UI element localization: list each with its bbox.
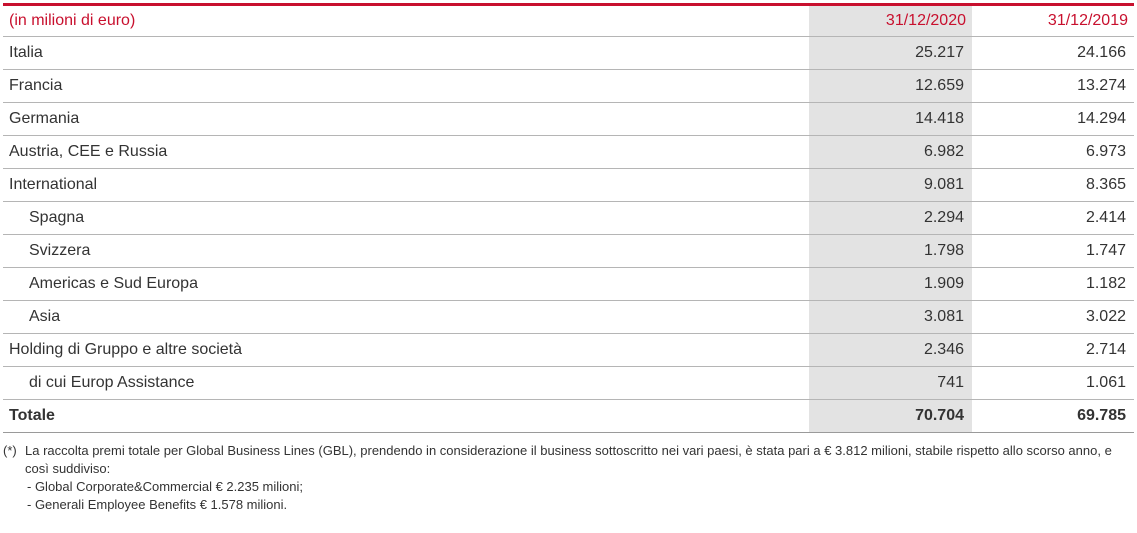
row-label: International (3, 168, 809, 202)
value-2020: 2.294 (809, 201, 972, 235)
row-label: Americas e Sud Europa (3, 267, 809, 301)
row-label: Spagna (3, 201, 809, 235)
value-2020: 25.217 (809, 36, 972, 70)
value-2020: 3.081 (809, 300, 972, 334)
footnote-item: - Global Corporate&Commercial € 2.235 mi… (27, 479, 304, 494)
value-2019: 1.182 (972, 267, 1134, 301)
value-2019: 13.274 (972, 69, 1134, 103)
value-2020: 6.982 (809, 135, 972, 169)
value-2020: 12.659 (809, 69, 972, 103)
row-label: Asia (3, 300, 809, 334)
report-page: (in milioni di euro) 31/12/2020 31/12/20… (3, 3, 1134, 514)
row-label: Svizzera (3, 234, 809, 268)
value-2019: 14.294 (972, 102, 1134, 136)
table-row: Holding di Gruppo e altre società 2.346 2.… (3, 333, 1134, 367)
table-row: Americas e Sud Europa 1.909 1.182 (3, 267, 1134, 301)
value-2019: 69.785 (972, 399, 1134, 433)
row-label: Francia (3, 69, 809, 103)
footnote-body: La raccolta premi totale per Global Busi… (25, 442, 1134, 514)
table-row: Asia 3.081 3.022 (3, 300, 1134, 334)
value-2019: 1.061 (972, 366, 1134, 400)
value-2020: 14.418 (809, 102, 972, 136)
table-row: Italia 25.217 24.166 (3, 36, 1134, 70)
footnote-text: La raccolta premi totale per Global Busi… (25, 443, 1112, 476)
footnote-item: - Generali Employee Benefits € 1.578 mil… (27, 497, 288, 512)
row-label: di cui Europ Assistance (3, 366, 809, 400)
premiums-by-country-table: (in milioni di euro) 31/12/2020 31/12/20… (3, 3, 1134, 433)
table-row: Francia 12.659 13.274 (3, 69, 1134, 103)
row-label: Germania (3, 102, 809, 136)
row-label: Totale (3, 399, 809, 433)
value-2019: 8.365 (972, 168, 1134, 202)
column-header-2020: 31/12/2020 (809, 4, 972, 37)
footnote: (*) La raccolta premi totale per Global … (3, 442, 1134, 514)
table-body: Italia 25.217 24.166 Francia 12.659 13.274 Ger… (3, 36, 1134, 433)
value-2019: 2.414 (972, 201, 1134, 235)
value-2019: 6.973 (972, 135, 1134, 169)
row-label: Italia (3, 36, 809, 70)
row-label: Austria, CEE e Russia (3, 135, 809, 169)
unit-label: (in milioni di euro) (3, 4, 809, 37)
table-total-row: Totale 70.704 69.785 (3, 399, 1134, 433)
table-row: International 9.081 8.365 (3, 168, 1134, 202)
value-2019: 1.747 (972, 234, 1134, 268)
value-2020: 2.346 (809, 333, 972, 367)
row-label: Holding di Gruppo e altre società (3, 333, 809, 367)
column-header-2019: 31/12/2019 (972, 4, 1134, 37)
table-row: Germania 14.418 14.294 (3, 102, 1134, 136)
value-2020: 1.909 (809, 267, 972, 301)
value-2020: 741 (809, 366, 972, 400)
table-row: Austria, CEE e Russia 6.982 6.973 (3, 135, 1134, 169)
value-2020: 1.798 (809, 234, 972, 268)
footnote-marker: (*) (3, 443, 17, 458)
table-row: di cui Europ Assistance 741 1.061 (3, 366, 1134, 400)
table-row: Svizzera 1.798 1.747 (3, 234, 1134, 268)
value-2020: 70.704 (809, 399, 972, 433)
value-2019: 24.166 (972, 36, 1134, 70)
value-2019: 3.022 (972, 300, 1134, 334)
value-2019: 2.714 (972, 333, 1134, 367)
value-2020: 9.081 (809, 168, 972, 202)
table-header-row: (in milioni di euro) 31/12/2020 31/12/20… (3, 4, 1134, 37)
table-row: Spagna 2.294 2.414 (3, 201, 1134, 235)
